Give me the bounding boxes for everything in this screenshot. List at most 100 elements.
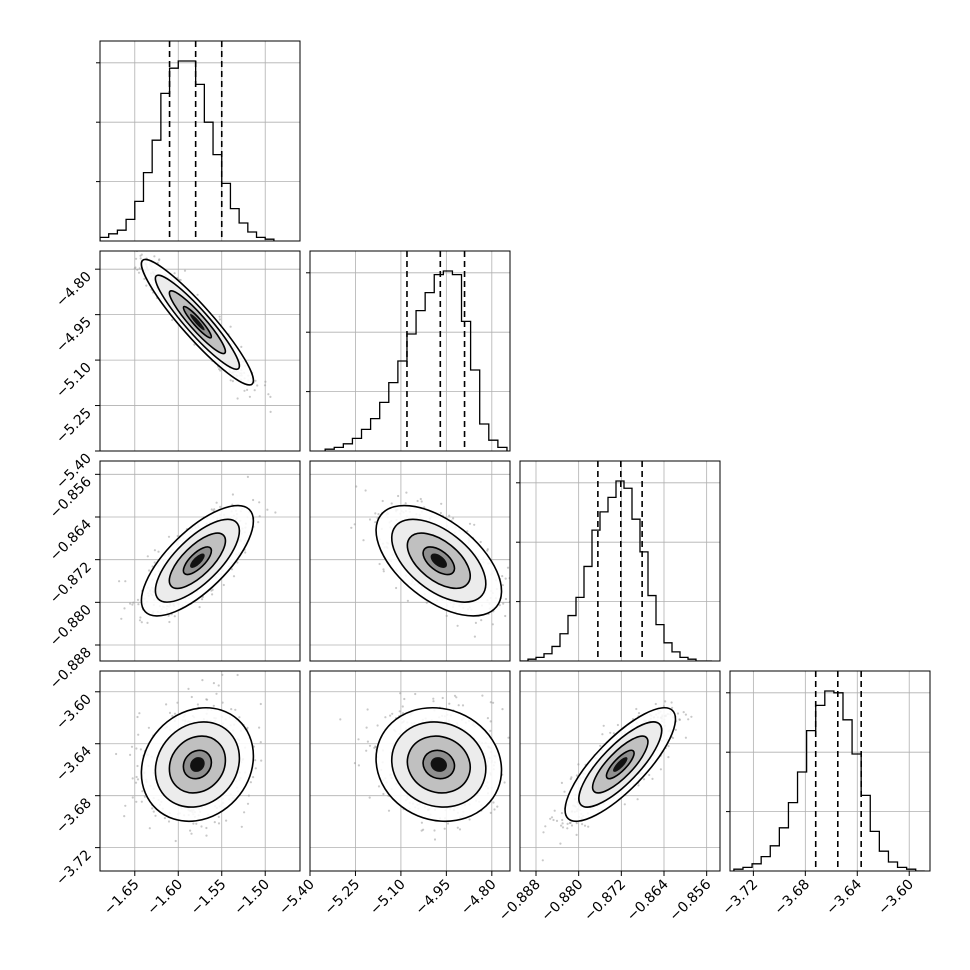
sample-point: [664, 700, 667, 703]
sample-point: [140, 621, 143, 624]
sample-point: [384, 716, 387, 719]
sample-point: [456, 826, 459, 829]
sample-point: [212, 704, 215, 707]
sample-point: [123, 607, 126, 610]
sample-point: [489, 729, 492, 733]
sample-point: [254, 759, 257, 762]
sample-point: [404, 502, 407, 505]
scatter-content: [100, 671, 300, 871]
sample-point: [153, 561, 156, 564]
contour-line: [422, 749, 456, 780]
sample-point: [259, 702, 262, 706]
sample-point: [443, 827, 446, 830]
sample-point: [616, 723, 620, 727]
sample-point: [243, 811, 246, 814]
sample-point: [167, 614, 170, 617]
scatter-panel: [99, 670, 301, 872]
sample-point: [137, 603, 140, 606]
sample-point: [381, 499, 384, 503]
panel-frame: [729, 670, 931, 872]
sample-point: [173, 712, 177, 715]
contour-line: [390, 721, 487, 808]
sample-point: [501, 575, 504, 578]
contour-line: [140, 258, 255, 386]
scatter-content: [100, 251, 300, 451]
sample-point: [152, 810, 155, 813]
sample-point: [254, 767, 257, 770]
sample-point: [453, 694, 457, 697]
sample-point: [516, 621, 518, 623]
sample-point: [171, 318, 174, 322]
sample-point: [373, 746, 376, 750]
histogram-step: [733, 690, 925, 871]
sample-point: [456, 624, 459, 627]
sample-point: [139, 748, 142, 751]
sample-point: [179, 278, 182, 282]
sample-point: [398, 710, 401, 713]
sample-point: [139, 616, 142, 619]
sample-point: [243, 389, 246, 392]
sample-point: [136, 598, 140, 602]
sample-point: [642, 778, 646, 781]
sample-point: [176, 534, 179, 538]
sample-point: [266, 508, 269, 511]
sample-point: [201, 679, 204, 682]
sample-point: [217, 815, 220, 819]
sample-point: [205, 826, 208, 830]
sample-point: [252, 498, 255, 502]
sample-point: [513, 608, 515, 610]
panel-frame: [99, 670, 301, 872]
sample-point: [659, 768, 663, 771]
sample-point: [176, 701, 179, 704]
contour-line: [422, 546, 456, 576]
density-peak: [430, 757, 447, 772]
sample-point: [377, 513, 380, 516]
sample-point: [637, 784, 640, 787]
sample-point: [246, 475, 249, 478]
sample-point: [130, 745, 134, 748]
histogram-step: [100, 60, 275, 241]
density-peak: [430, 553, 447, 568]
sample-point: [173, 272, 176, 275]
sample-point: [397, 494, 400, 498]
sample-point: [274, 511, 277, 514]
sample-point: [221, 673, 224, 677]
sample-point: [137, 271, 141, 274]
sample-point: [136, 268, 139, 271]
contour-line: [168, 735, 227, 794]
sample-point: [432, 700, 435, 703]
sample-point: [420, 500, 423, 503]
sample-point: [493, 808, 496, 811]
sample-point: [446, 822, 450, 825]
sample-point: [489, 720, 492, 723]
sample-point: [131, 796, 134, 799]
sample-point: [135, 775, 138, 779]
sample-point: [401, 705, 404, 708]
sample-point: [555, 819, 559, 823]
sample-point: [210, 508, 213, 511]
sample-point: [258, 501, 261, 504]
sample-point: [504, 614, 507, 618]
sample-point: [577, 763, 580, 766]
sample-point: [269, 395, 272, 398]
sample-point: [502, 602, 505, 605]
sample-point: [136, 715, 139, 719]
hist-panel: [96, 40, 301, 242]
sample-point: [496, 805, 499, 808]
sample-point: [165, 703, 168, 706]
sample-point: [163, 817, 166, 820]
sample-point: [213, 508, 216, 511]
sample-point: [521, 780, 523, 782]
sample-point: [206, 698, 209, 701]
panel-frame: [99, 40, 301, 242]
sample-point: [229, 325, 232, 328]
sample-point: [357, 738, 360, 741]
panel-frame: [99, 250, 301, 452]
sample-point: [479, 540, 482, 544]
sample-point: [474, 621, 477, 625]
sample-point: [353, 523, 356, 526]
sample-point: [667, 745, 670, 748]
sample-point: [221, 701, 224, 704]
hist-panel: [726, 670, 931, 872]
contour-line: [375, 504, 503, 617]
